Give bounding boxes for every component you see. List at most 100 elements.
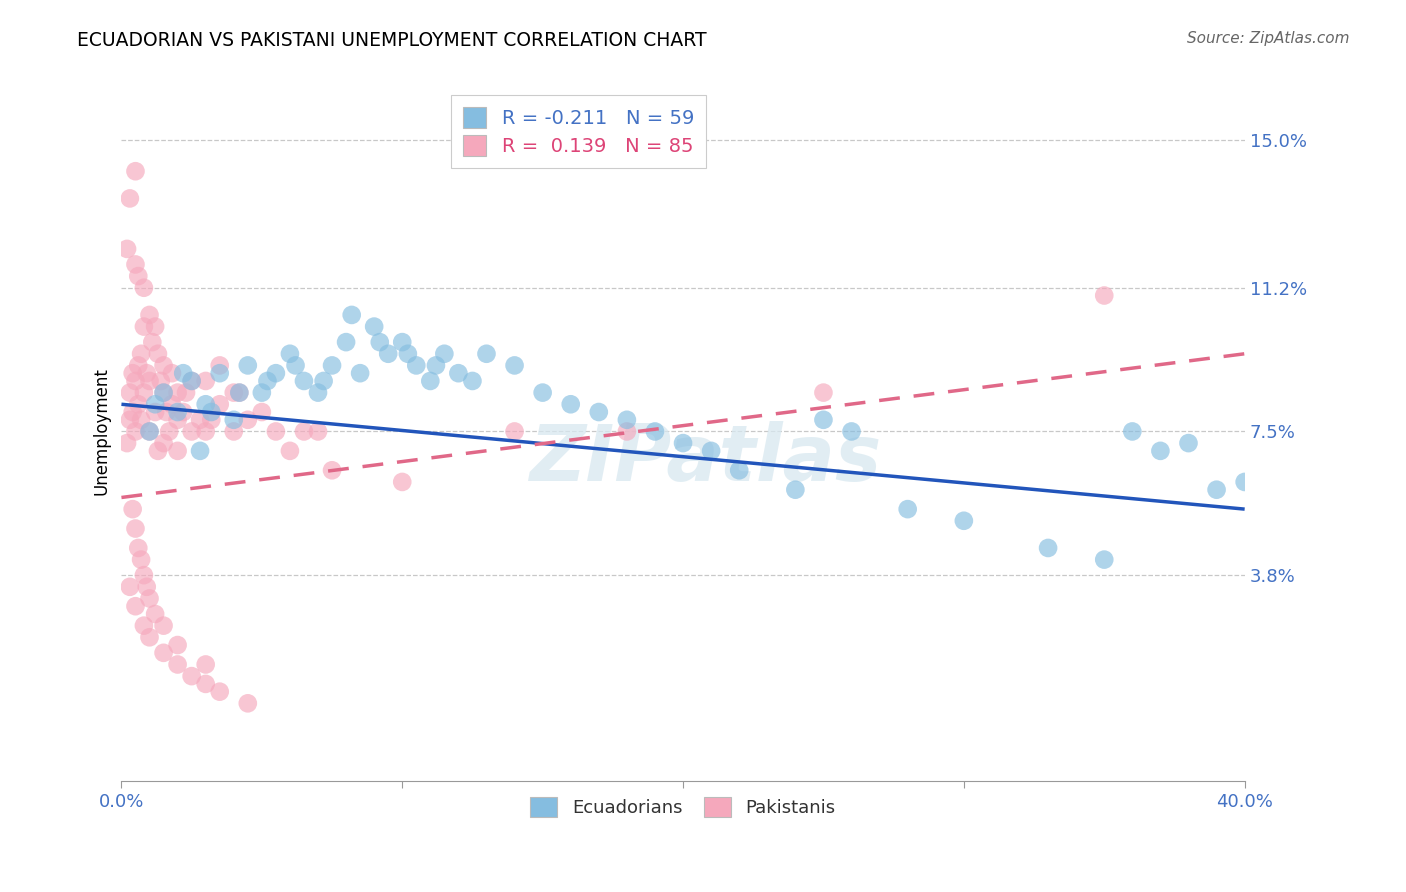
Point	[349, 366, 371, 380]
Point	[180, 425, 202, 439]
Point	[124, 425, 146, 439]
Point	[160, 366, 183, 380]
Point	[250, 405, 273, 419]
Point	[461, 374, 484, 388]
Point	[644, 425, 666, 439]
Point	[118, 191, 141, 205]
Y-axis label: Unemployment: Unemployment	[93, 368, 110, 495]
Point	[228, 385, 250, 400]
Point	[194, 657, 217, 672]
Point	[138, 374, 160, 388]
Point	[278, 443, 301, 458]
Point	[138, 425, 160, 439]
Point	[391, 335, 413, 350]
Point	[236, 696, 259, 710]
Point	[132, 385, 155, 400]
Point	[135, 366, 157, 380]
Point	[143, 607, 166, 621]
Point	[115, 242, 138, 256]
Point	[166, 413, 188, 427]
Point	[1092, 552, 1115, 566]
Point	[447, 366, 470, 380]
Point	[813, 413, 835, 427]
Point	[841, 425, 863, 439]
Point	[278, 347, 301, 361]
Point	[1092, 288, 1115, 302]
Point	[135, 580, 157, 594]
Point	[1149, 443, 1171, 458]
Text: Source: ZipAtlas.com: Source: ZipAtlas.com	[1187, 31, 1350, 46]
Point	[312, 374, 335, 388]
Point	[127, 359, 149, 373]
Text: ZIPatlas: ZIPatlas	[530, 421, 882, 498]
Point	[155, 405, 177, 419]
Point	[264, 366, 287, 380]
Point	[143, 397, 166, 411]
Point	[132, 618, 155, 632]
Point	[180, 374, 202, 388]
Point	[1177, 436, 1199, 450]
Point	[141, 335, 163, 350]
Point	[180, 374, 202, 388]
Point	[138, 425, 160, 439]
Point	[377, 347, 399, 361]
Point	[616, 425, 638, 439]
Point	[897, 502, 920, 516]
Point	[321, 359, 343, 373]
Point	[121, 405, 143, 419]
Point	[127, 269, 149, 284]
Point	[180, 669, 202, 683]
Point	[138, 591, 160, 606]
Point	[124, 522, 146, 536]
Point	[194, 425, 217, 439]
Point	[146, 347, 169, 361]
Point	[340, 308, 363, 322]
Legend: Ecuadorians, Pakistanis: Ecuadorians, Pakistanis	[523, 790, 844, 824]
Point	[1121, 425, 1143, 439]
Point	[149, 374, 172, 388]
Point	[132, 319, 155, 334]
Point	[194, 374, 217, 388]
Point	[321, 463, 343, 477]
Point	[475, 347, 498, 361]
Point	[284, 359, 307, 373]
Point	[143, 319, 166, 334]
Point	[208, 397, 231, 411]
Point	[222, 425, 245, 439]
Point	[152, 436, 174, 450]
Point	[166, 638, 188, 652]
Point	[172, 366, 194, 380]
Point	[672, 436, 695, 450]
Point	[307, 425, 329, 439]
Point	[813, 385, 835, 400]
Point	[1233, 475, 1256, 489]
Point	[152, 385, 174, 400]
Point	[174, 385, 197, 400]
Point	[250, 385, 273, 400]
Point	[124, 599, 146, 614]
Point	[194, 677, 217, 691]
Point	[188, 413, 211, 427]
Point	[118, 413, 141, 427]
Point	[166, 385, 188, 400]
Point	[236, 359, 259, 373]
Point	[146, 443, 169, 458]
Point	[425, 359, 447, 373]
Point	[194, 397, 217, 411]
Point	[129, 552, 152, 566]
Point	[127, 541, 149, 555]
Point	[157, 425, 180, 439]
Point	[363, 319, 385, 334]
Point	[118, 580, 141, 594]
Point	[728, 463, 751, 477]
Point	[166, 657, 188, 672]
Point	[124, 164, 146, 178]
Point	[166, 443, 188, 458]
Point	[152, 359, 174, 373]
Point	[138, 630, 160, 644]
Point	[121, 502, 143, 516]
Point	[236, 413, 259, 427]
Point	[292, 425, 315, 439]
Point	[208, 684, 231, 698]
Point	[222, 413, 245, 427]
